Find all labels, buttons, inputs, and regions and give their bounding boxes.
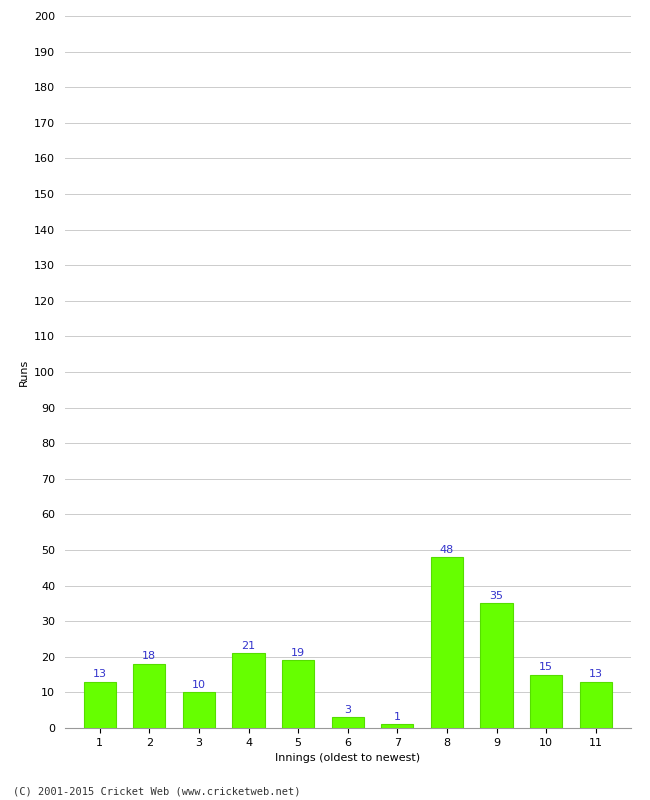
Bar — [133, 664, 166, 728]
Bar — [382, 725, 413, 728]
Bar — [431, 557, 463, 728]
Bar — [84, 682, 116, 728]
Text: 13: 13 — [589, 670, 603, 679]
Text: 21: 21 — [242, 641, 255, 650]
Bar — [332, 718, 364, 728]
Text: (C) 2001-2015 Cricket Web (www.cricketweb.net): (C) 2001-2015 Cricket Web (www.cricketwe… — [13, 786, 300, 796]
Text: 18: 18 — [142, 651, 157, 662]
Text: 10: 10 — [192, 680, 206, 690]
Bar — [480, 603, 513, 728]
Text: 48: 48 — [440, 545, 454, 554]
Text: 3: 3 — [344, 705, 351, 715]
Text: 1: 1 — [394, 712, 401, 722]
Text: 15: 15 — [539, 662, 553, 672]
Text: 13: 13 — [93, 670, 107, 679]
X-axis label: Innings (oldest to newest): Innings (oldest to newest) — [275, 754, 421, 763]
Text: 19: 19 — [291, 648, 305, 658]
Bar — [282, 660, 314, 728]
Y-axis label: Runs: Runs — [19, 358, 29, 386]
Bar — [530, 674, 562, 728]
Bar — [183, 693, 215, 728]
Text: 35: 35 — [489, 591, 504, 601]
Bar — [580, 682, 612, 728]
Bar — [233, 654, 265, 728]
